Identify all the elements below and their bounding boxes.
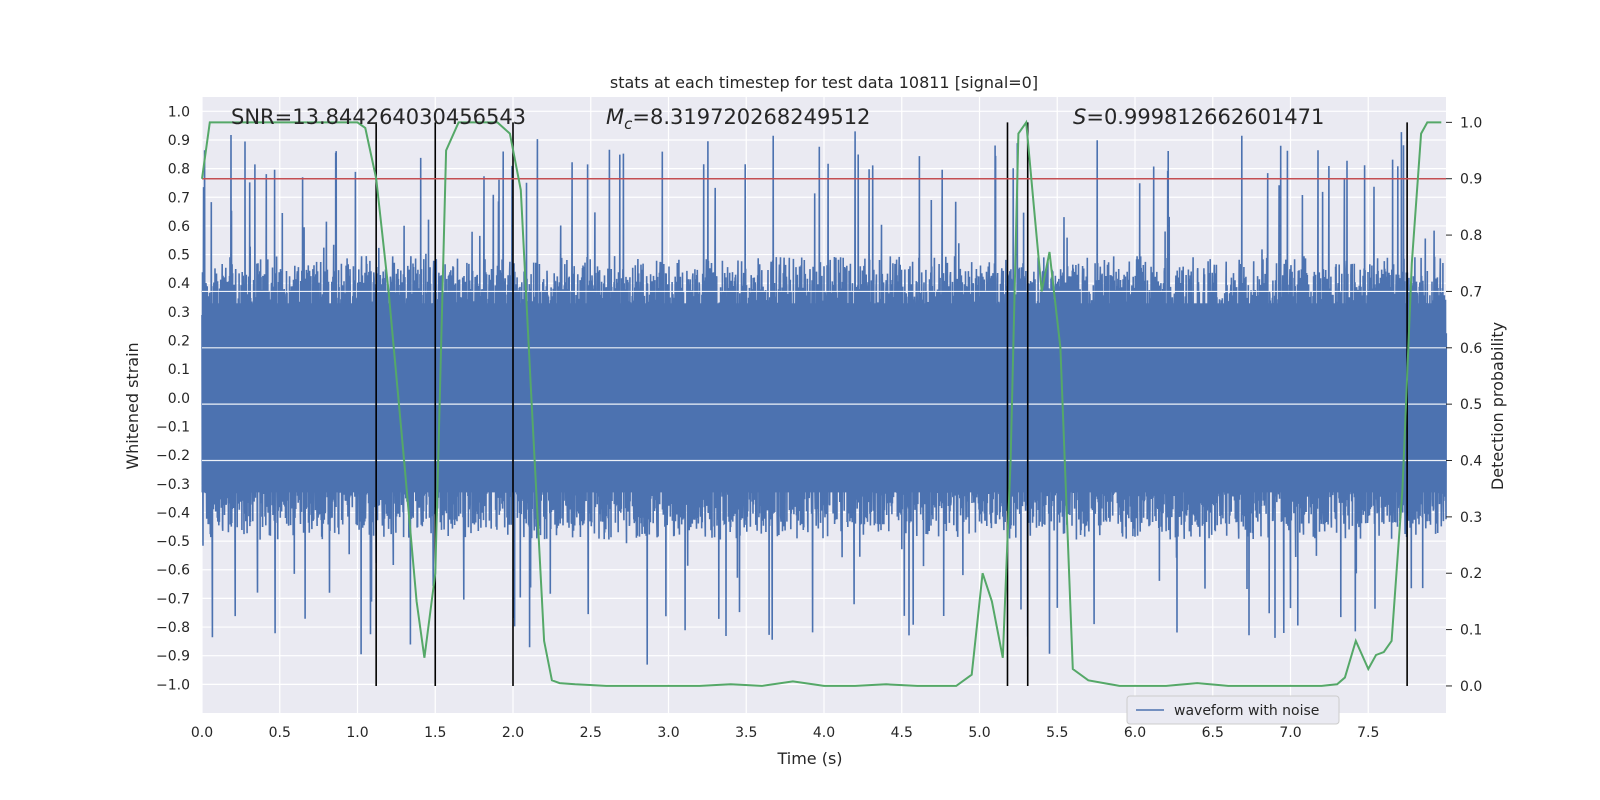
y2-tick-label: 0.4 (1460, 454, 1482, 470)
legend: waveform with noise (1126, 695, 1340, 725)
y-tick-label: 0.8 (168, 162, 190, 178)
y-tick-label: 0.7 (168, 190, 190, 206)
y-tick-label: 0.3 (168, 305, 190, 321)
x-tick-label: 4.5 (891, 725, 913, 741)
y-tick-label: −0.2 (156, 448, 190, 464)
y2-tick-label: 0.5 (1460, 397, 1482, 413)
y-tick-label: −0.6 (156, 563, 190, 579)
y-tick-label: −0.7 (156, 591, 190, 607)
legend-entry-waveform: waveform with noise (1174, 703, 1319, 719)
y-axis-ticks: −1.0 −0.9 −0.8 −0.7 −0.6 −0.5 −0.4 −0.3 −0.2 −0.1… (156, 104, 190, 693)
x-tick-label: 3.0 (657, 725, 679, 741)
x-axis-label: Time (s) (776, 749, 842, 768)
y2-tick-label: 0.1 (1460, 623, 1482, 639)
x-tick-label: 1.0 (346, 725, 368, 741)
snr-annotation: SNR=13.844264030456543 (231, 105, 526, 129)
chirp-mass-subscript: c (624, 115, 633, 133)
chirp-mass-annotation: Mc=8.319720268249512 (606, 105, 870, 133)
y-tick-label: −0.3 (156, 477, 190, 493)
x-tick-label: 4.0 (813, 725, 835, 741)
y2-tick-label: 0.9 (1460, 172, 1482, 188)
y2-tick-label: 0.6 (1460, 341, 1482, 357)
legend-box (1126, 695, 1340, 725)
s-symbol: S (1073, 105, 1086, 129)
y2-tick-label: 0.2 (1460, 566, 1482, 582)
x-tick-label: 0.0 (191, 725, 213, 741)
y2-axis-label: Detection probability (1488, 322, 1507, 490)
s-annotation: S=0.999812662601471 (1073, 105, 1324, 129)
x-tick-label: 5.0 (968, 725, 990, 741)
y-tick-label: 0.9 (168, 133, 190, 149)
y-tick-label: −1.0 (156, 677, 190, 693)
s-value: =0.999812662601471 (1086, 105, 1324, 129)
y-axis-label: Whitened strain (123, 342, 142, 469)
y-tick-label: −0.1 (156, 419, 190, 435)
y-tick-label: 0.5 (168, 248, 190, 264)
x-tick-label: 5.5 (1046, 725, 1068, 741)
y-tick-label: −0.9 (156, 649, 190, 665)
y-tick-label: −0.8 (156, 620, 190, 636)
y-tick-label: 0.6 (168, 219, 190, 235)
y-tick-label: 1.0 (168, 104, 190, 120)
y-tick-label: 0.0 (168, 391, 190, 407)
y2-tick-label: 0.7 (1460, 284, 1482, 300)
chirp-mass-value: =8.319720268249512 (632, 105, 870, 129)
x-tick-label: 7.5 (1357, 725, 1379, 741)
x-tick-label: 6.0 (1124, 725, 1146, 741)
x-tick-label: 3.5 (735, 725, 757, 741)
y2-tick-label: 1.0 (1460, 115, 1482, 131)
y-tick-label: 0.2 (168, 334, 190, 350)
x-tick-label: 0.5 (269, 725, 291, 741)
y2-tick-label: 0.0 (1460, 679, 1482, 695)
x-tick-label: 2.0 (502, 725, 524, 741)
y-tick-label: −0.5 (156, 534, 190, 550)
detection-probability-series (201, 119, 1442, 687)
x-tick-label: 1.5 (424, 725, 446, 741)
y-tick-label: 0.4 (168, 276, 190, 292)
chirp-mass-symbol: M (606, 105, 624, 129)
y2-tick-label: 0.3 (1460, 510, 1482, 526)
x-tick-label: 7.0 (1279, 725, 1301, 741)
y-tick-label: −0.4 (156, 505, 190, 521)
x-tick-label: 6.5 (1202, 725, 1224, 741)
x-axis-ticks: 0.0 0.5 1.0 1.5 2.0 2.5 3.0 3.5 4.0 4.5 5.0 5.5 6.0 6… (191, 725, 1380, 741)
waveform-with-noise-series (201, 131, 1448, 665)
x-tick-label: 2.5 (580, 725, 602, 741)
vertical-markers (375, 122, 1408, 686)
y2-axis-ticks: 0.0 0.1 0.2 0.3 0.4 0.5 0.6 0.7 0.8 0.9 1.0 (1446, 115, 1482, 695)
waveform-core-band (202, 303, 1446, 493)
chart-title: stats at each timestep for test data 108… (610, 73, 1038, 92)
y-tick-label: 0.1 (168, 362, 190, 378)
y2-tick-label: 0.8 (1460, 228, 1482, 244)
